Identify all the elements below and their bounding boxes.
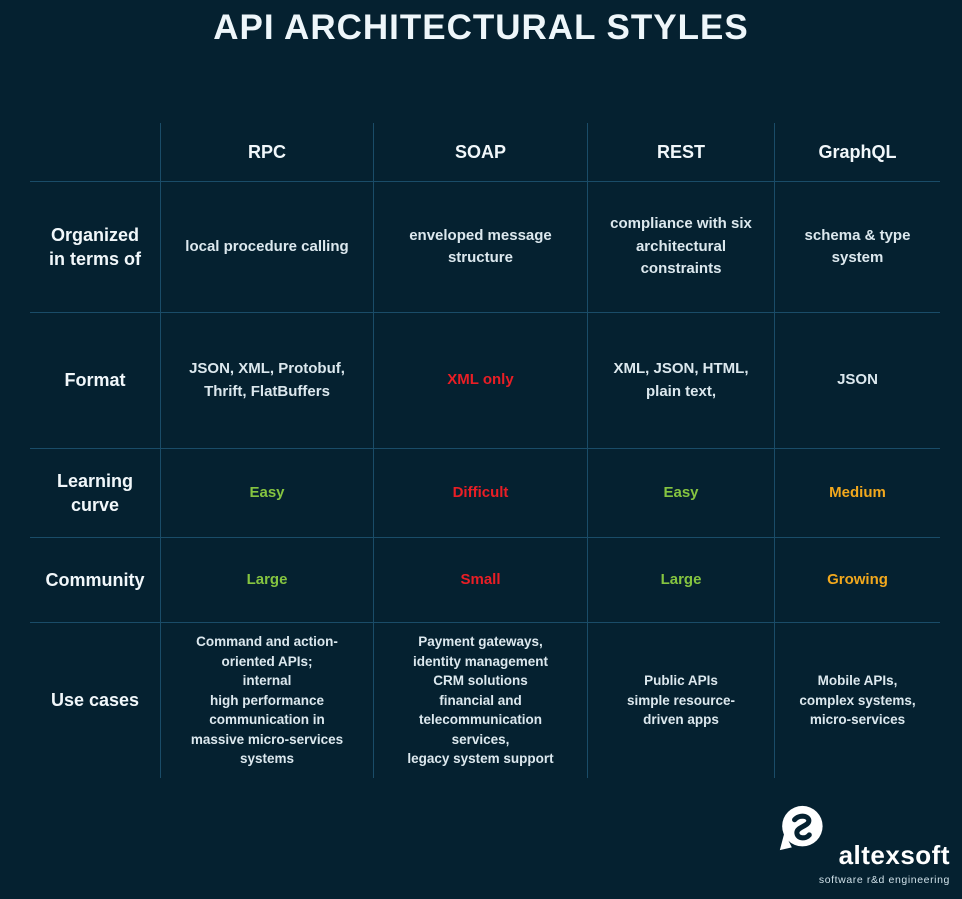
s-swirl-bubble-icon — [778, 805, 824, 856]
cell-soap-community: Small — [373, 537, 587, 622]
page-title: API ARCHITECTURAL STYLES — [213, 8, 749, 47]
row-label-use-cases: Use cases — [30, 622, 160, 778]
cell-graphql-format: JSON — [774, 312, 940, 448]
cell-soap-learning-curve: Difficult — [373, 448, 587, 537]
cell-rpc-use-cases: Command and action- oriented APIs; inter… — [160, 622, 373, 778]
brand-tagline: software r&d engineering — [818, 874, 950, 886]
cell-rpc-community: Large — [160, 537, 373, 622]
cell-rest-learning-curve: Easy — [587, 448, 774, 537]
cell-soap-organized: enveloped message structure — [373, 181, 587, 312]
column-header-rpc: RPC — [160, 123, 373, 181]
column-header-soap: SOAP — [373, 123, 587, 181]
cell-rpc-learning-curve: Easy — [160, 448, 373, 537]
cell-rest-community: Large — [587, 537, 774, 622]
cell-rest-organized: compliance with six architectural constr… — [587, 181, 774, 312]
cell-rpc-organized: local procedure calling — [160, 181, 373, 312]
column-header-graphql: GraphQL — [774, 123, 940, 181]
cell-rpc-format: JSON, XML, Protobuf, Thrift, FlatBuffers — [160, 312, 373, 448]
row-label-community: Community — [30, 537, 160, 622]
cell-graphql-community: Growing — [774, 537, 940, 622]
cell-soap-format: XML only — [373, 312, 587, 448]
comparison-table: RPC SOAP REST GraphQL Organized in terms… — [30, 123, 940, 778]
cell-soap-use-cases: Payment gateways, identity management CR… — [373, 622, 587, 778]
row-label-format: Format — [30, 312, 160, 448]
cell-rest-format: XML, JSON, HTML, plain text, — [587, 312, 774, 448]
cell-graphql-learning-curve: Medium — [774, 448, 940, 537]
brand-name: altexsoft — [838, 840, 950, 870]
row-label-learning-curve: Learning curve — [30, 448, 160, 537]
altexsoft-logo: altexsoft software r&d engineering — [768, 805, 950, 893]
column-header-rest: REST — [587, 123, 774, 181]
table-corner-cell — [30, 123, 160, 181]
cell-rest-use-cases: Public APIs simple resource- driven apps — [587, 622, 774, 778]
row-label-organized-in-terms-of: Organized in terms of — [30, 181, 160, 312]
cell-graphql-organized: schema & type system — [774, 181, 940, 312]
cell-graphql-use-cases: Mobile APIs, complex systems, micro-serv… — [774, 622, 940, 778]
